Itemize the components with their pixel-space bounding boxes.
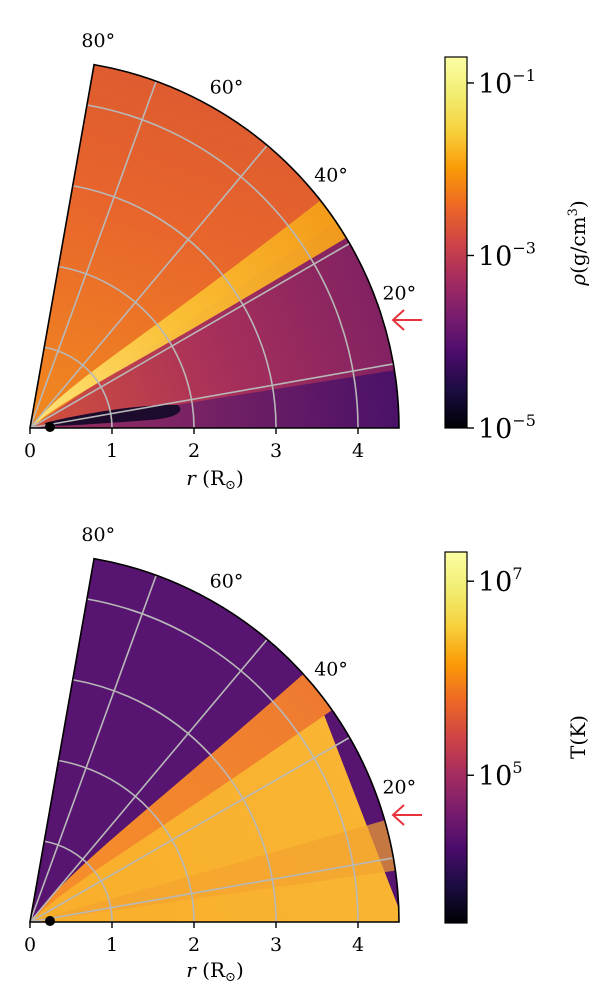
angle-label: 80° (81, 30, 115, 52)
density-colorbar-label: ρ(g/cm3) (566, 200, 590, 286)
angle-label: 60° (210, 571, 244, 593)
angle-label: 60° (210, 77, 244, 99)
temperature-x-axis-label: r (R⊙) (186, 958, 244, 985)
angle-label: 20° (382, 283, 416, 305)
density-low-blob (45, 404, 181, 426)
angle-label: 80° (81, 524, 115, 546)
angle-label: 40° (314, 164, 348, 186)
x-tick-label: 1 (106, 440, 118, 462)
density-panel: 0 1 2 3 4 r (R⊙) 80° 60° 40° 20° 10−1 10−3 10−5 ρ… (24, 30, 590, 493)
temperature-colorbar: 107 105 T(K) (444, 551, 590, 924)
density-x-axis: 0 1 2 3 4 (24, 428, 364, 462)
temperature-polar-grid (29, 574, 394, 923)
x-tick-label: 0 (24, 934, 36, 956)
density-angle-labels: 80° 60° 40° 20° (81, 30, 416, 305)
grid-arc (58, 759, 195, 923)
grid-radial-line (29, 574, 157, 923)
colorbar-tick-label: 10−5 (478, 411, 536, 445)
density-equatorial-region (30, 218, 399, 428)
angle-label: 20° (382, 777, 416, 799)
temperature-colorbar-label: T(K) (566, 715, 590, 759)
temperature-arrow-annotation (391, 804, 422, 826)
density-x-axis-label: r (R⊙) (186, 466, 244, 493)
temperature-transition-band (30, 670, 337, 922)
grid-arc (86, 598, 359, 923)
temperature-panel: 0 1 2 3 4 r (R⊙) 80° 60° 40° 20° 107 105 T(K) (24, 524, 590, 985)
x-tick-label: 3 (270, 440, 282, 462)
temperature-map (30, 558, 399, 922)
x-tick-label: 1 (106, 934, 118, 956)
star-marker (45, 916, 55, 926)
density-map (30, 64, 399, 428)
colorbar-tick-label: 10−1 (478, 66, 536, 100)
temperature-wedge-outline (29, 557, 400, 923)
density-jet-band (30, 197, 351, 428)
colorbar-tick-label: 107 (478, 564, 523, 598)
density-wedge-outline (29, 63, 400, 429)
angle-label: 40° (314, 658, 348, 680)
x-tick-label: 4 (352, 440, 364, 462)
density-arrow-annotation (391, 309, 422, 331)
colorbar-tick-label: 10−3 (478, 238, 536, 272)
grid-radial-line (29, 80, 157, 429)
star-marker (45, 422, 55, 432)
grid-arc (72, 678, 277, 923)
x-tick-label: 3 (270, 934, 282, 956)
temperature-shadow-band (30, 818, 399, 922)
grid-radial-line (29, 638, 268, 923)
grid-arc (58, 265, 195, 429)
grid-radial-line (29, 242, 350, 429)
grid-radial-line (29, 736, 350, 923)
x-tick-label: 4 (352, 934, 364, 956)
colorbar-tick-label: 105 (478, 758, 523, 792)
grid-arc (86, 104, 359, 429)
grid-arc (72, 184, 277, 429)
grid-radial-line (29, 363, 394, 429)
temperature-angle-labels: 80° 60° 40° 20° (81, 524, 416, 799)
grid-radial-line (29, 857, 394, 923)
x-tick-label: 0 (24, 440, 36, 462)
grid-radial-line (29, 144, 268, 429)
density-colorbar: 10−1 10−3 10−5 ρ(g/cm3) (444, 56, 590, 445)
density-polar-grid (29, 80, 394, 429)
temperature-x-axis: 0 1 2 3 4 (24, 922, 364, 956)
x-tick-label: 2 (188, 440, 200, 462)
x-tick-label: 2 (188, 934, 200, 956)
